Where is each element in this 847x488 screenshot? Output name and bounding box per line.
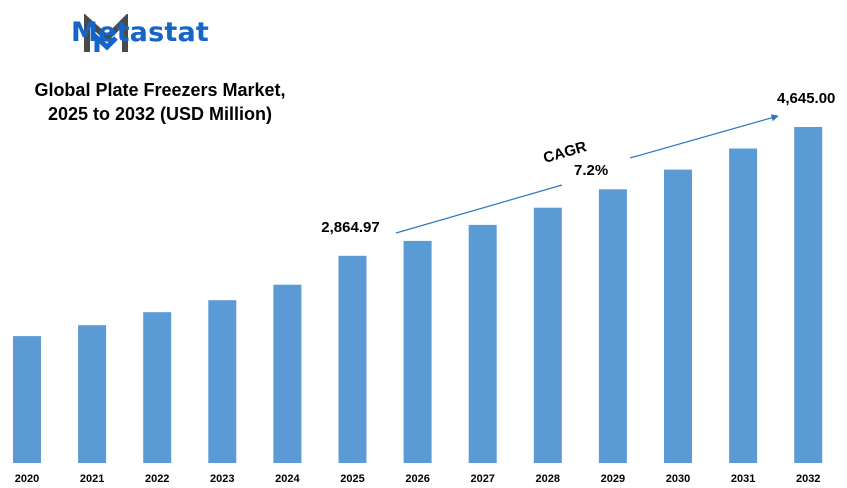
- bar-2030: [664, 169, 692, 463]
- bar-2024: [273, 284, 302, 463]
- x-tick-2026: 2026: [405, 473, 429, 485]
- metastat-logo-icon: [84, 14, 128, 52]
- data-labels: 2,864.97 4,645.00: [321, 90, 835, 236]
- x-tick-2021: 2021: [80, 473, 104, 485]
- bar-2031: [729, 148, 758, 463]
- x-tick-2022: 2022: [145, 473, 169, 485]
- bar-2022: [143, 312, 172, 463]
- cagr-value: 7.2%: [574, 162, 608, 179]
- x-tick-2032: 2032: [796, 473, 820, 485]
- bar-2028: [533, 207, 562, 463]
- cagr-arrow-segment-2: [629, 114, 779, 159]
- bar-2029: [598, 189, 627, 464]
- x-tick-2031: 2031: [731, 473, 755, 485]
- bar-2027: [468, 224, 497, 463]
- x-tick-2029: 2029: [601, 473, 625, 485]
- x-tick-2028: 2028: [536, 473, 560, 485]
- bar-2032: [794, 127, 823, 463]
- data-label-2025: 2,864.97: [321, 219, 379, 236]
- x-axis-ticks: 2020 2021 2022 2023 2024 2025 2026 2027 2028 2029…: [15, 473, 821, 485]
- chart-title-line-1: Global Plate Freezers Market,: [34, 80, 286, 100]
- x-tick-2025: 2025: [340, 473, 364, 485]
- x-tick-2023: 2023: [210, 473, 234, 485]
- bars-group: [13, 127, 823, 464]
- chart-title: Global Plate Freezers Market, 2025 to 20…: [10, 78, 310, 126]
- x-tick-2024: 2024: [275, 473, 300, 485]
- data-label-2032: 4,645.00: [777, 90, 835, 107]
- brand-name: Metastat: [71, 17, 210, 48]
- bar-2020: [13, 336, 41, 463]
- bar-2025: [338, 255, 367, 463]
- bar-2023: [208, 300, 237, 463]
- x-tick-2027: 2027: [470, 473, 494, 485]
- x-tick-2020: 2020: [15, 473, 39, 485]
- x-tick-2030: 2030: [666, 473, 690, 485]
- bar-2021: [78, 325, 107, 463]
- bar-2026: [403, 240, 432, 463]
- cagr-arrow-segment-1: [395, 184, 563, 234]
- chart-title-line-2: 2025 to 2032 (USD Million): [47, 104, 273, 124]
